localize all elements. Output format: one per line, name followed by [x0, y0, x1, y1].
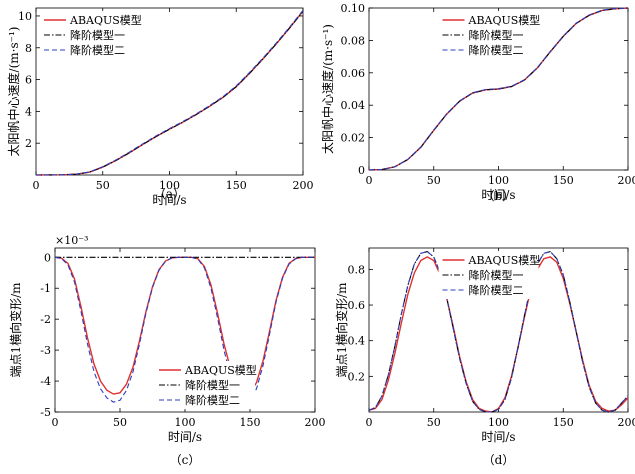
- x-tick-label: 100: [175, 416, 196, 429]
- x-tick-label: 0: [366, 416, 373, 429]
- legend-entry: ABAQUS模型: [468, 253, 541, 267]
- x-tick-label: 100: [488, 174, 509, 187]
- x-tick-label: 100: [488, 416, 509, 429]
- x-tick-label: 0: [52, 416, 59, 429]
- y-tick-label: 0: [358, 164, 365, 177]
- panel-b: 0 50 100 150 200 0 0.02 0.04 0.06 0.08 0.10 时间/s 太阳帆…: [320, 2, 635, 203]
- y-tick-label: 0.04: [341, 99, 366, 112]
- series-line-3: [368, 250, 629, 413]
- x-tick-label: 200: [618, 174, 635, 187]
- panel-caption: （d）: [483, 453, 515, 467]
- legend-entry: ABAQUS模型: [184, 363, 257, 377]
- x-tick-label: 100: [159, 179, 180, 192]
- panel-c: 0 50 100 150 200 -5 -4 -3 -2 -1 0 ×10⁻³ 时间/s 端点1横向变形/…: [8, 234, 326, 467]
- y-tick-label: 0.2: [348, 370, 366, 383]
- y-tick-label: 4: [25, 105, 32, 118]
- y-axis-label: 太阳帆中心速度/(m·s⁻¹): [6, 27, 21, 157]
- x-tick-label: 150: [553, 174, 574, 187]
- y-tick-label: 0.02: [341, 132, 366, 145]
- y-tick-label: 0.06: [341, 67, 366, 80]
- x-tick-label: 0: [366, 174, 373, 187]
- x-tick-label: 50: [427, 416, 441, 429]
- series-line-3: [35, 10, 304, 176]
- y-tick-label: 0: [44, 251, 51, 264]
- y-tick-label: 0.08: [341, 34, 366, 47]
- x-tick-label: 0: [33, 179, 40, 192]
- x-axis-label: 时间/s: [481, 430, 515, 444]
- y-tick-label: -3: [40, 344, 51, 357]
- panel-d: 0 50 100 150 200 0.2 0.4 0.6 0.8 时间/s 端点1横向变形/m （d）…: [334, 247, 635, 467]
- y-axis-label: 端点1横向变形/m: [334, 282, 349, 378]
- x-tick-label: 150: [553, 416, 574, 429]
- legend-entry: ABAQUS模型: [69, 13, 142, 27]
- legend-entry: 降阶模型二: [469, 283, 524, 297]
- legend-entry: 降阶模型二: [469, 43, 524, 57]
- y-tick-label: 10: [18, 10, 32, 23]
- y-tick-label: 0.10: [341, 2, 366, 15]
- series-line-3: [54, 256, 315, 403]
- y-tick-label: -4: [40, 375, 51, 388]
- y-tick-label: -5: [40, 406, 51, 419]
- panel-a: 0 50 100 150 200 2 4 6 8 10 时间/s 太阳帆中心速度/(m·s⁻¹) （a）…: [6, 7, 314, 207]
- y-tick-label: -2: [40, 313, 51, 326]
- legend-entry: 降阶模型二: [70, 43, 125, 57]
- y-tick-label: 6: [25, 74, 32, 87]
- x-tick-label: 200: [618, 416, 635, 429]
- y-tick-label: -1: [40, 282, 51, 295]
- y-tick-label: 8: [25, 42, 32, 55]
- panel-caption: （a）: [154, 187, 185, 201]
- series-line-2: [35, 10, 304, 176]
- x-axis-label: 时间/s: [481, 188, 515, 202]
- x-tick-label: 50: [113, 416, 127, 429]
- x-tick-label: 150: [240, 416, 261, 429]
- legend-entry: 降阶模型一: [70, 28, 125, 42]
- y-tick-label: 2: [25, 137, 32, 150]
- legend-entry: 降阶模型一: [469, 28, 524, 42]
- y-tick-label: 0.8: [348, 263, 366, 276]
- x-tick-label: 200: [293, 179, 314, 192]
- x-tick-label: 50: [96, 179, 110, 192]
- series-line-3: [368, 7, 629, 171]
- x-axis-label: 时间/s: [168, 430, 202, 444]
- legend-entry: 降阶模型一: [469, 268, 524, 282]
- y-axis-label: 太阳帆中心速度/(m·s⁻¹): [320, 24, 335, 154]
- y-exponent-label: ×10⁻³: [55, 234, 88, 247]
- y-tick-label: 0.4: [348, 335, 366, 348]
- x-axis-label: 时间/s: [152, 193, 186, 207]
- y-axis-label: 端点1横向变形/m: [8, 282, 23, 378]
- x-tick-label: 50: [427, 174, 441, 187]
- legend-entry: 降阶模型二: [185, 393, 240, 407]
- legend-entry: 降阶模型一: [185, 378, 240, 392]
- legend-entry: ABAQUS模型: [468, 13, 541, 27]
- series-line-2: [368, 7, 629, 171]
- panel-caption: （c）: [170, 453, 201, 467]
- panel-caption: （b）: [483, 189, 515, 203]
- x-tick-label: 200: [305, 416, 326, 429]
- x-tick-label: 150: [226, 179, 247, 192]
- y-tick-label: 0.6: [348, 299, 366, 312]
